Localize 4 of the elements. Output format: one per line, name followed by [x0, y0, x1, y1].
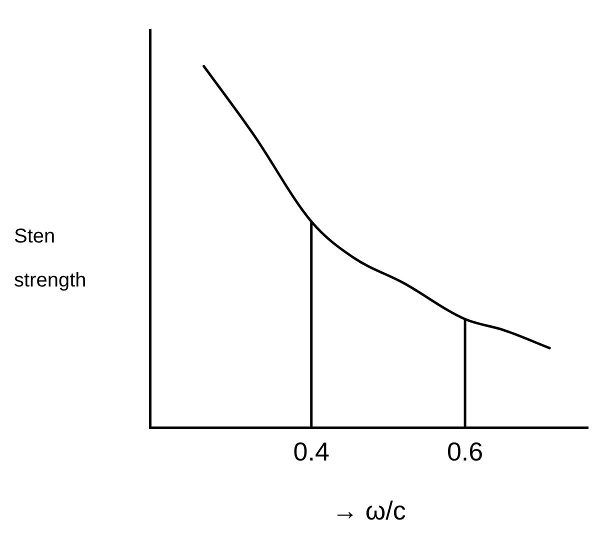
y-axis-title: Sten strength: [14, 225, 86, 292]
x-axis-title: → ω/c: [332, 496, 406, 526]
x-tick-label: 0.4: [293, 436, 330, 466]
x-tick-label: 0.6: [446, 436, 484, 466]
